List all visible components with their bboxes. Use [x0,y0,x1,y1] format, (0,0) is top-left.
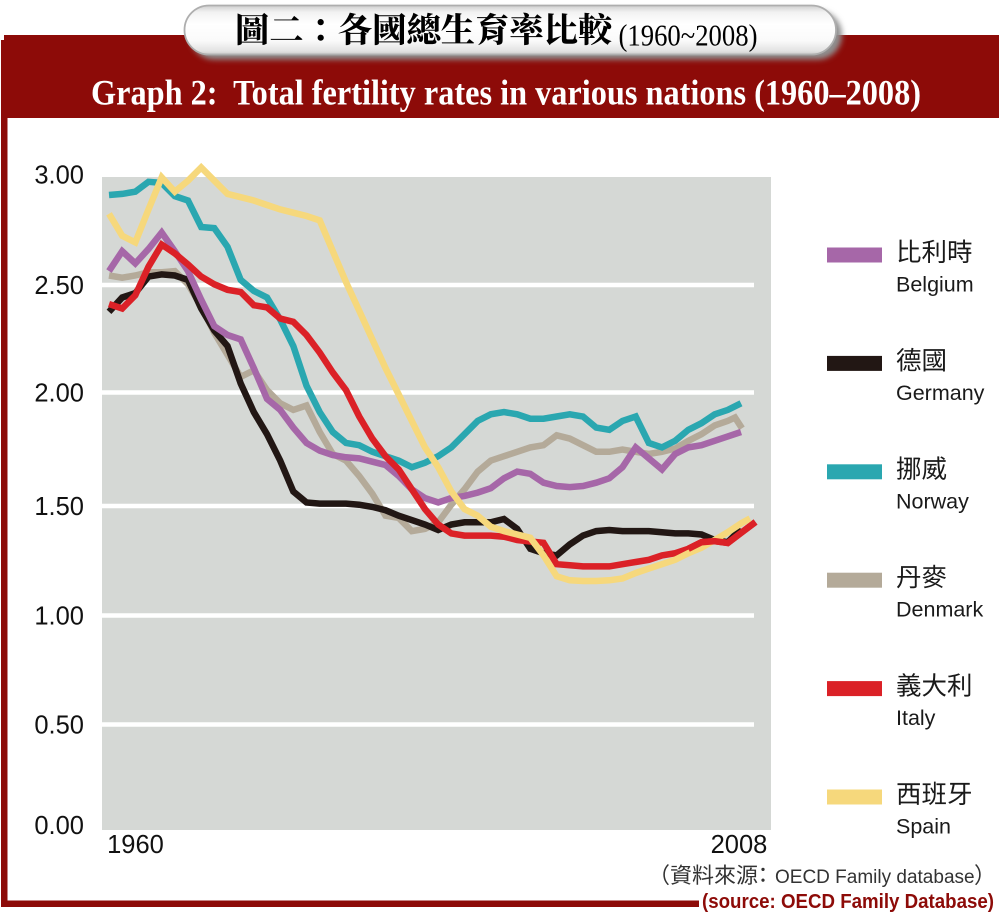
svg-text:1.50: 1.50 [34,493,84,521]
svg-text:2.50: 2.50 [34,272,84,300]
svg-text:Graph 2: Total fertility rate: Graph 2: Total fertility rates in variou… [91,73,921,113]
svg-text:Spain: Spain [896,815,951,839]
svg-text:Belgium: Belgium [896,273,974,297]
svg-text:2008: 2008 [711,831,768,859]
svg-text:0.50: 0.50 [34,712,84,740]
svg-text:(1960~2008): (1960~2008) [619,19,758,53]
svg-text:(source: OECD Family Database): (source: OECD Family Database) [702,890,994,913]
svg-text:Italy: Italy [896,706,936,730]
svg-text:Norway: Norway [896,489,969,513]
svg-text:1.00: 1.00 [34,603,84,631]
svg-text:2.00: 2.00 [34,380,84,408]
svg-text:3.00: 3.00 [34,162,84,190]
svg-text:OECD Family database: OECD Family database [775,867,975,888]
svg-text:Germany: Germany [896,381,985,405]
svg-text:0.00: 0.00 [34,812,84,840]
svg-text:1960: 1960 [107,831,164,859]
svg-text:Denmark: Denmark [896,598,983,622]
